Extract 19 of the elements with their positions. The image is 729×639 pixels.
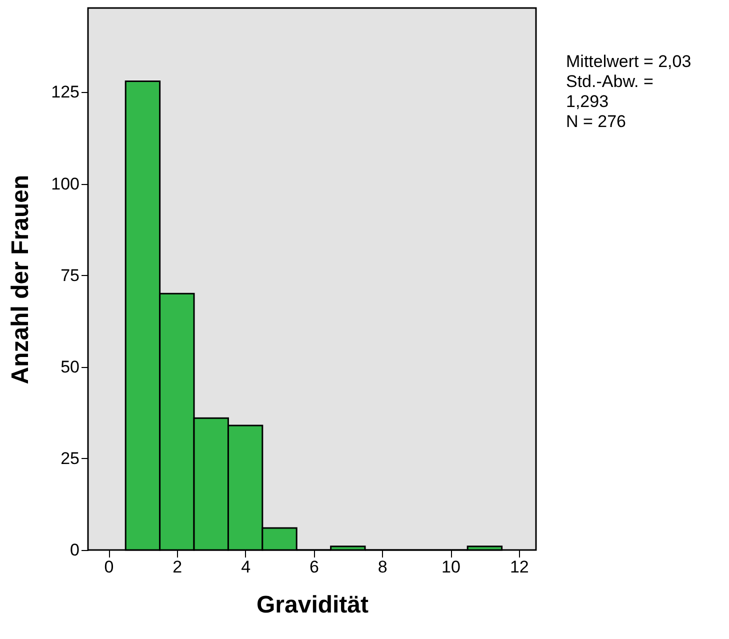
- y-tick-label: 125: [51, 82, 80, 102]
- y-tick-label: 100: [51, 174, 80, 194]
- y-tick-label: 75: [60, 266, 80, 285]
- y-tick-label: 0: [70, 540, 80, 560]
- x-tick-label: 4: [241, 558, 251, 576]
- text: Std.-Abw. =: [566, 72, 654, 92]
- y-tick-label: 50: [60, 357, 80, 376]
- y-axis-title: Anzahl der Frauen: [7, 174, 34, 384]
- text: Mittelwert = 2,03: [566, 52, 692, 72]
- x-tick-label: 6: [309, 558, 319, 576]
- text: 1,293: [566, 92, 610, 112]
- x-tick-label: 10: [442, 558, 460, 576]
- text: N = 276: [566, 112, 628, 132]
- x-tick-label: 2: [172, 558, 182, 576]
- x-axis-title: Gravidität: [256, 592, 369, 618]
- x-tick-label: 0: [104, 558, 114, 576]
- y-tick-label: 25: [60, 448, 80, 468]
- x-tick-label: 12: [510, 558, 529, 576]
- x-tick-label: 8: [378, 558, 388, 576]
